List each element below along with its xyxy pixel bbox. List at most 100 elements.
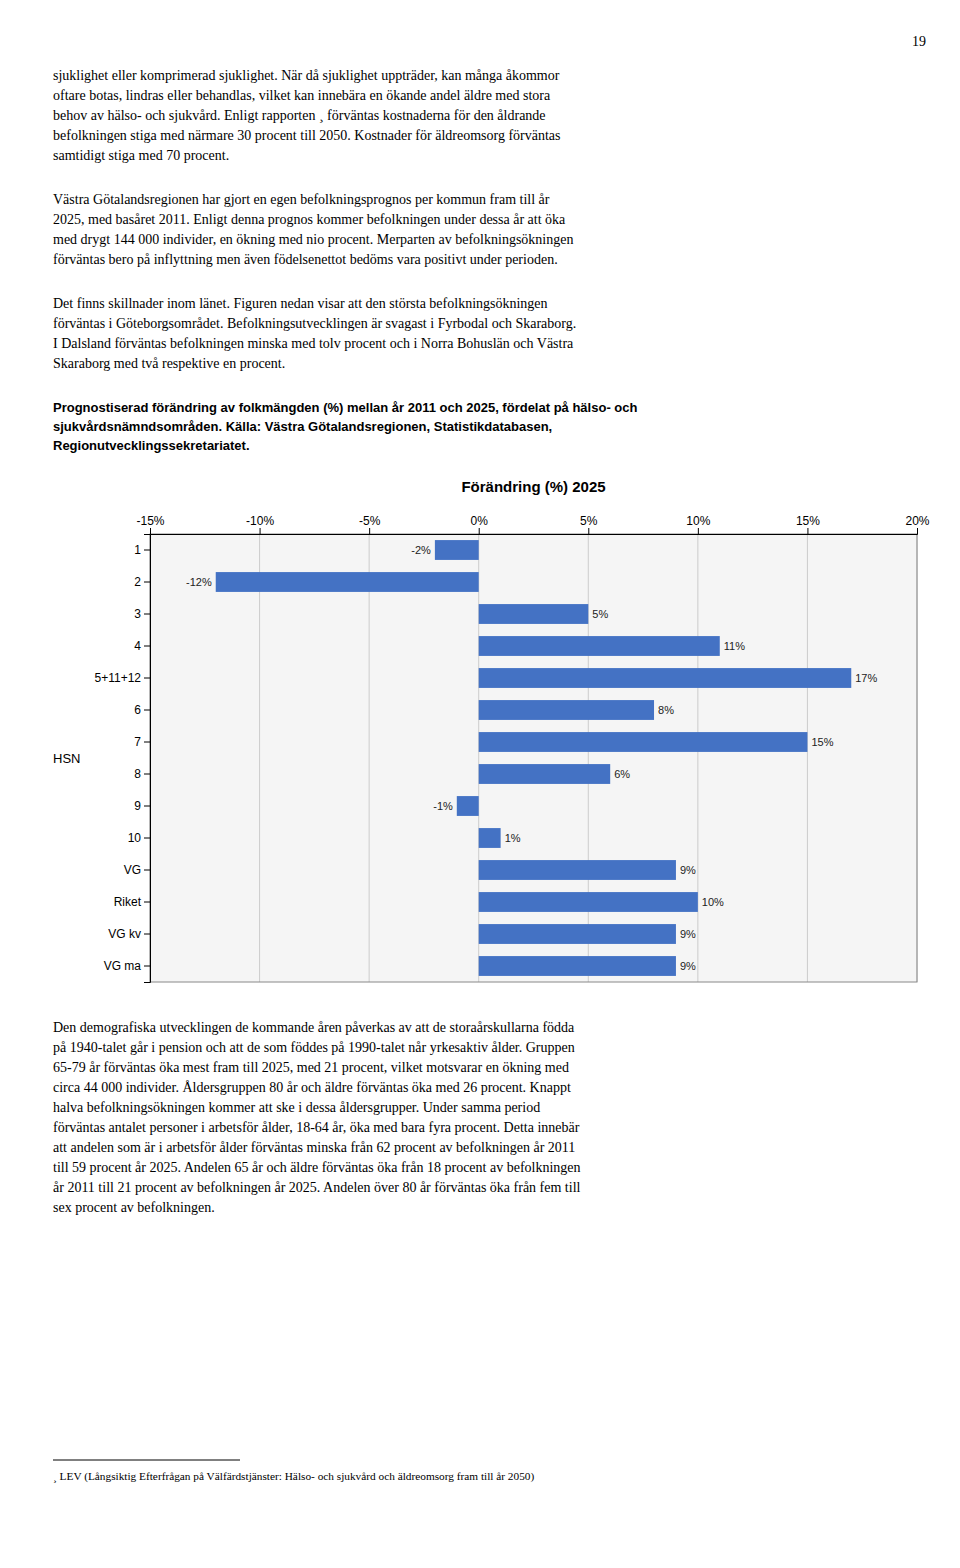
y-tick: 8 (134, 767, 150, 781)
x-tick-label: 10% (686, 514, 710, 528)
data-label: -1% (433, 800, 453, 812)
text-line: halva befolkningsökningen kommer att ske… (53, 1100, 540, 1115)
y-tick: VG ma (104, 959, 150, 973)
text-line: 65-79 år förväntas öka mest fram till 20… (53, 1060, 569, 1075)
y-tick: 4 (134, 639, 150, 653)
chart: -15%-10%-5%0%5%10%15%20%12345+11+1267891… (95, 514, 930, 983)
bar (479, 732, 808, 752)
data-label: 15% (811, 736, 833, 748)
page-background (0, 0, 960, 1568)
grid-line (697, 534, 698, 982)
x-axis: -15%-10%-5%0%5%10%15%20% (136, 514, 929, 535)
x-tick-label: 0% (471, 514, 489, 528)
page: 19 sjuklighet eller komprimerad sjuklighe… (0, 0, 960, 1568)
y-tick: 6 (134, 703, 150, 717)
x-tick: -15% (136, 514, 164, 534)
text-line: sex procent av befolkningen. (53, 1200, 215, 1215)
y-tick: 10 (128, 831, 150, 845)
y-axis-line (144, 535, 151, 983)
text-line: Det finns skillnader inom länet. Figuren… (53, 296, 548, 311)
data-label: 17% (855, 672, 877, 684)
data-labels: -2%-12%5%11%17%8%15%6%-1%1%9%10%9%9% (186, 544, 877, 972)
data-label: 8% (658, 704, 674, 716)
y-tick-mark (144, 870, 150, 871)
text-line: sjukvårdsnämndsområden. Källa: Västra Gö… (53, 419, 552, 434)
y-tick: VG kv (108, 927, 150, 941)
x-tick: 0% (471, 514, 489, 534)
data-label: 9% (680, 864, 696, 876)
y-tick-mark (144, 774, 150, 775)
y-tick-mark (144, 742, 150, 743)
data-label: 5% (592, 608, 608, 620)
y-tick-label: VG (124, 863, 141, 877)
text-line: Regionutvecklingssekretariatet. (53, 438, 250, 453)
y-tick-label: 8 (134, 767, 141, 781)
bar (479, 764, 610, 784)
y-tick-label: 10 (128, 831, 142, 845)
bar (479, 668, 852, 688)
x-tick-label: -10% (246, 514, 274, 528)
grid-line (478, 534, 479, 982)
y-tick: 9 (134, 799, 150, 813)
text-line: Skaraborg med två respektive en procent. (53, 356, 285, 371)
y-tick-mark (144, 902, 150, 903)
x-tick: -10% (246, 514, 274, 534)
bar (479, 860, 676, 880)
bar (479, 956, 676, 976)
data-label: 10% (702, 896, 724, 908)
grid-line (807, 534, 808, 982)
bar (479, 604, 589, 624)
grid-line (588, 534, 589, 982)
text-line: Västra Götalandsregionen har gjort en eg… (53, 192, 550, 207)
y-axis-title: HSN (53, 751, 80, 766)
chart-title: Förändring (%) 2025 (461, 478, 605, 495)
y-tick: VG (124, 863, 150, 877)
y-tick-mark (144, 966, 150, 967)
y-tick-mark (144, 550, 150, 551)
x-tick-mark (588, 528, 589, 534)
text-line: befolkningen stiga med närmare 30 procen… (53, 128, 561, 143)
text-line: förväntas i Göteborgsområdet. Befolkning… (53, 316, 576, 331)
y-tick: 3 (134, 607, 150, 621)
data-label: 11% (724, 640, 745, 652)
y-tick-label: 3 (134, 607, 141, 621)
y-axis: 12345+11+12678910VGRiketVG kvVG ma (95, 535, 151, 983)
y-tick-mark (144, 646, 150, 647)
bar (479, 700, 654, 720)
x-tick: 15% (796, 514, 820, 534)
y-tick-mark (144, 806, 150, 807)
x-tick-mark (807, 528, 808, 534)
text-line: behov av hälso- och sjukvård. Enligt rap… (53, 108, 546, 123)
bar (479, 892, 698, 912)
x-tick-label: -15% (136, 514, 164, 528)
grid (150, 534, 917, 982)
y-tick-mark (144, 614, 150, 615)
x-tick-mark (369, 528, 370, 534)
y-tick: 5+11+12 (95, 671, 151, 685)
plot-background (150, 534, 917, 982)
paragraph: Västra Götalandsregionen har gjort en eg… (53, 192, 573, 267)
text-line: Prognostiserad förändring av folkmängden… (53, 400, 637, 415)
x-tick-mark (260, 528, 261, 534)
data-label: 9% (680, 960, 696, 972)
data-label: -12% (186, 576, 212, 588)
y-tick: Riket (114, 895, 150, 909)
text-line: förväntas antalet personer i arbetsför å… (53, 1120, 580, 1135)
bars (216, 540, 852, 976)
bar (435, 540, 479, 560)
x-tick-label: 15% (796, 514, 820, 528)
bar (479, 828, 501, 848)
data-label: 9% (680, 928, 696, 940)
text-line: på 1940-talet går i pension och att de s… (53, 1040, 575, 1055)
grid-line (259, 534, 260, 982)
text-line: till 59 procent år 2025. Andelen 65 år o… (53, 1160, 581, 1175)
x-tick-mark (479, 528, 480, 534)
y-tick-mark (144, 710, 150, 711)
y-tick-mark (144, 582, 150, 583)
bar (479, 924, 676, 944)
y-tick-label: 6 (134, 703, 141, 717)
page-number: 19 (912, 34, 926, 49)
paragraph: sjuklighet eller komprimerad sjuklighet.… (53, 68, 561, 163)
y-tick-label: 5+11+12 (95, 671, 142, 685)
x-tick-mark (698, 528, 699, 534)
